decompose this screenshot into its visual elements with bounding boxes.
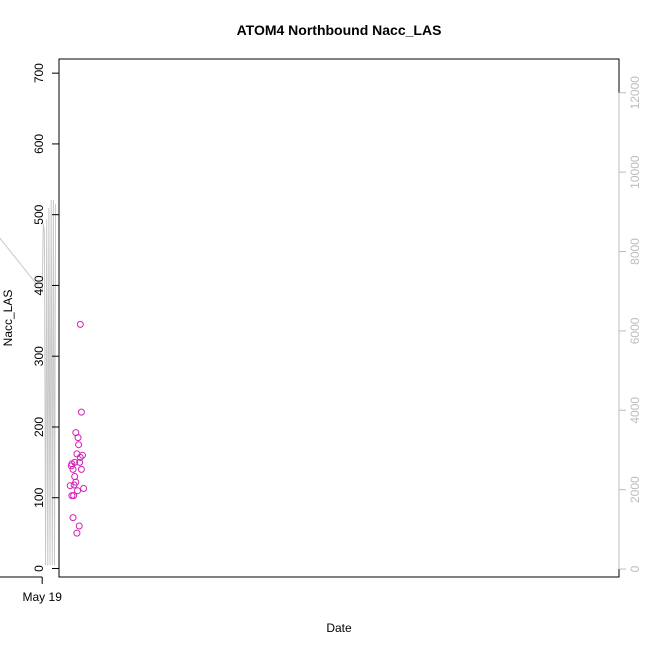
y2-tick-label: 10000 [628,155,642,189]
scatter-point [68,492,76,500]
scatter-point [80,485,88,492]
axes-layer: May 11May 13May 15May 17May 190100200300… [0,63,642,604]
y-tick-label: 200 [32,417,46,437]
secondary-series-line [0,199,57,566]
y-tick-label: 700 [32,63,46,83]
y2-tick-label: 0 [628,565,642,572]
scatter-point [73,529,81,537]
plot-frame [58,58,620,578]
scatter-point [76,320,84,328]
scatter-point [73,450,81,458]
scatter-point [71,458,79,466]
scatter-point [76,453,84,461]
secondary-series-layer [0,199,57,566]
scatter-point [76,458,84,466]
scatter-point [69,514,77,522]
scatter-point [72,478,80,486]
scatter-point [74,487,81,495]
y2-tick-label: 6000 [628,317,642,344]
y-axis-label: Nacc_LAS [1,290,15,347]
x-axis-label: Date [326,621,352,635]
y2-tick-label: 12000 [628,76,642,110]
y-tick-label: 0 [32,565,46,572]
series-group-4 [66,320,88,537]
y-tick-label: 500 [32,204,46,224]
y2-tick-label: 8000 [628,238,642,265]
scatter-point [77,408,85,416]
scatter-point [75,522,83,530]
y-tick-label: 100 [32,487,46,507]
y-tick-label: 400 [32,275,46,295]
y-tick-label: 600 [32,134,46,154]
scatter-point [75,441,83,449]
scatter-points-layer [66,320,88,537]
y2-tick-label: 4000 [628,397,642,424]
scatter-point [77,465,85,473]
y-tick-label: 300 [32,346,46,366]
x-tick-label: May 19 [23,590,63,604]
y2-tick-label: 2000 [628,476,642,503]
scatter-point [69,465,77,473]
chart-title: ATOM4 Northbound Nacc_LAS [237,22,442,38]
scatter-point [71,473,79,480]
scatter-point [66,482,74,490]
scatter-point [74,434,82,442]
